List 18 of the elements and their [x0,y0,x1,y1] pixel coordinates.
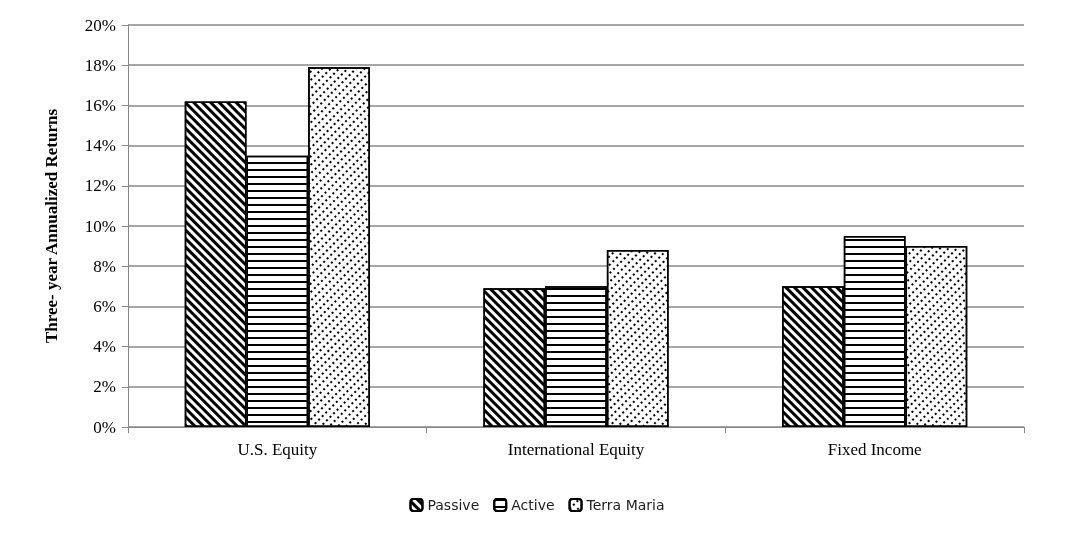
y-tick-label: 12% [84,176,116,196]
y-tick-label: 4% [93,337,116,357]
y-tick-label: 10% [84,216,116,236]
x-tick-label: Fixed Income [827,440,922,459]
y-tick-label: 18% [84,55,116,75]
y-tick-label: 20% [84,15,116,35]
y-tick-label: 8% [93,256,116,276]
y-tick-label: 6% [93,296,116,316]
y-axis-title: Three- year Annualized Returns [42,108,61,344]
legend-label: Passive [427,497,480,513]
legend-label: Active [511,497,555,513]
y-tick-label: 16% [84,95,116,115]
y-tick-label: 14% [84,136,116,156]
y-tick-label: 2% [93,377,116,397]
x-tick-label: International Equity [507,440,645,459]
y-tick-label: 0% [93,417,116,437]
legend-label: Terra Maria [585,497,665,513]
x-tick-label: U.S. Equity [237,440,318,459]
